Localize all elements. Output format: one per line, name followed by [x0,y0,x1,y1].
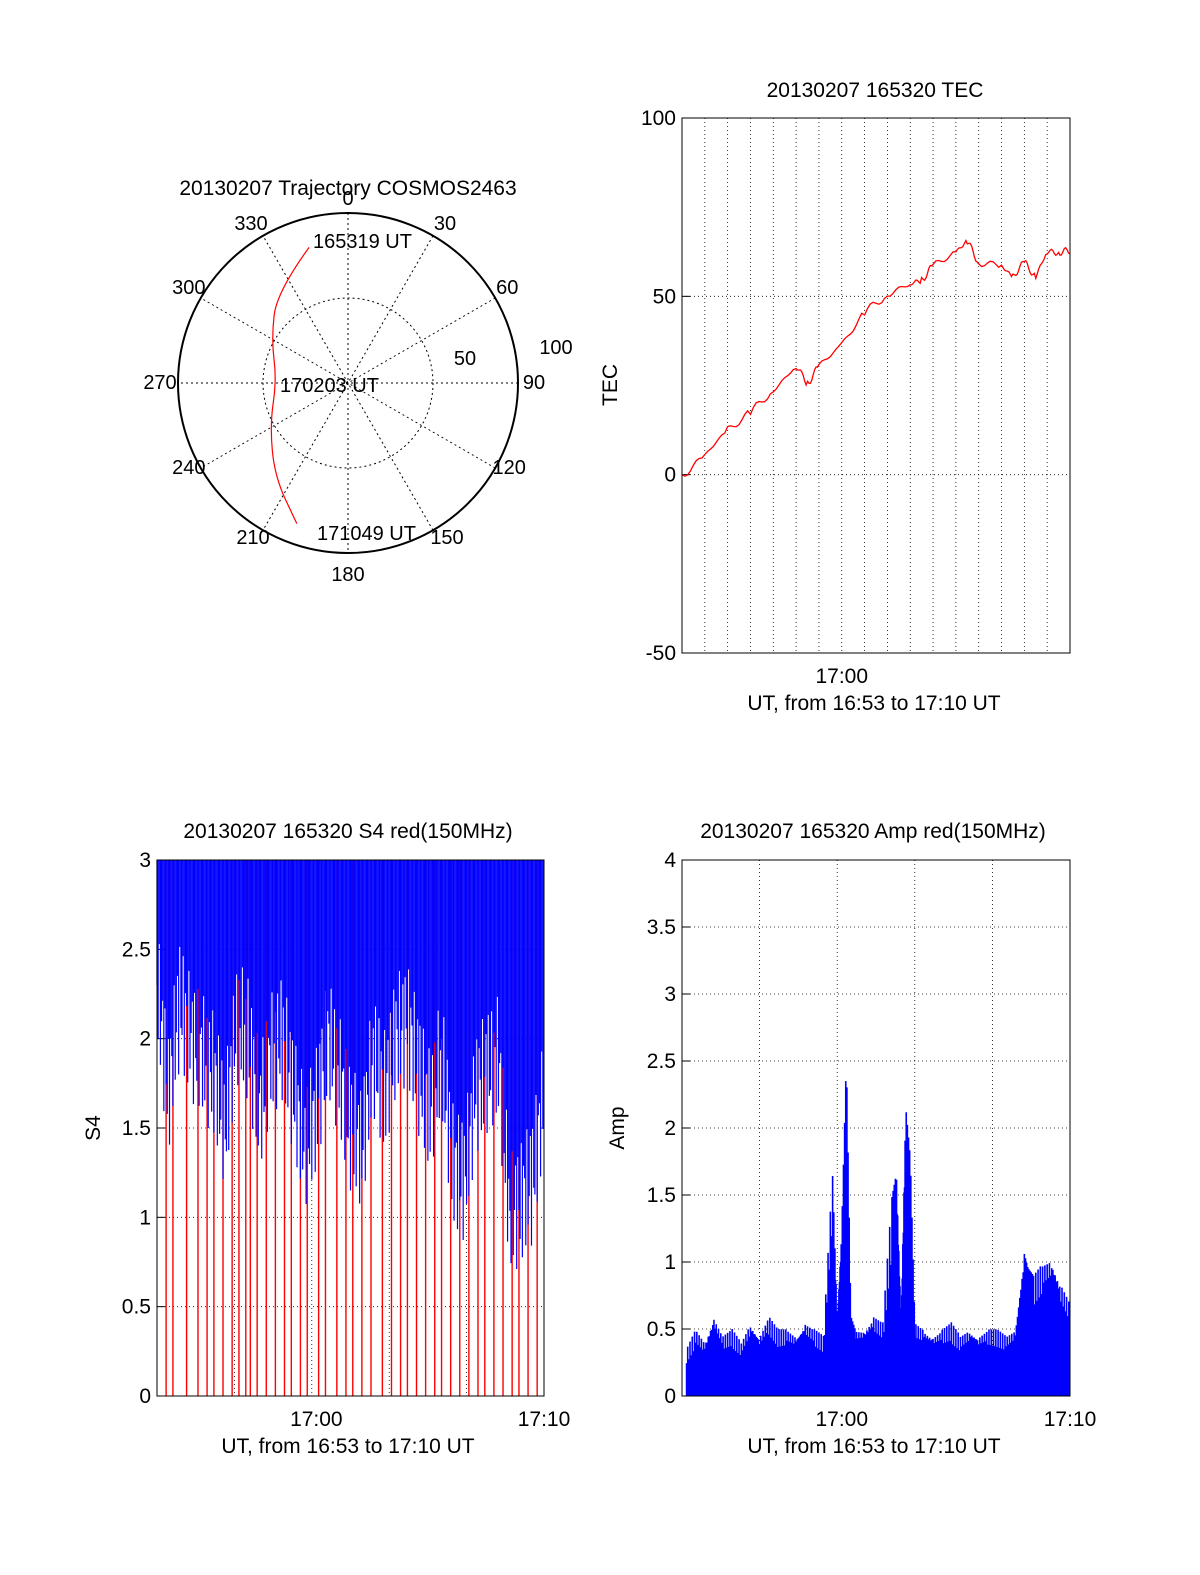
amp-x-tick-labels: 17:00 17:10 [815,1408,1096,1431]
y-tick-label: 2.5 [122,938,151,961]
s4-y-tick-labels: 0 0.5 1 1.5 2 2.5 3 [122,849,151,1408]
tec-x-tick-labels: 17:00 [815,665,868,688]
x-tick-label: 17:00 [815,665,868,688]
amp-x-axis-label: UT, from 16:53 to 17:10 UT [747,1435,1000,1458]
y-tick-label: 3 [139,849,151,872]
y-tick-label: 3 [664,983,676,1006]
s4-chart-title: 20130207 165320 S4 red(150MHz) [183,820,512,843]
y-tick-label: 50 [653,285,676,308]
y-tick-label: 1 [139,1206,151,1229]
polar-angle-labels: 0 30 60 90 120 150 180 210 240 270 300 330 [143,188,545,586]
polar-angle-label: 0 [342,188,353,210]
amp-y-tick-labels: 0 0.5 1 1.5 2 2.5 3 3.5 4 [647,849,677,1408]
polar-angle-label: 240 [172,457,205,479]
tec-chart: 20130207 165320 TEC 100 50 0 -50 17:00 UT, … [599,79,1071,715]
s4-chart: 20130207 165320 S4 red(150MHz) 0 0.5 1 1.5 2… [82,820,570,1458]
polar-angle-label: 30 [434,213,456,235]
amp-chart: 20130207 165320 Amp red(150MHz) 0 0.5 1 1.5… [606,820,1096,1458]
y-tick-label: 3.5 [647,916,676,939]
amp-chart-title: 20130207 165320 Amp red(150MHz) [700,820,1046,843]
polar-angle-label: 120 [493,457,526,479]
trajectory-line [270,247,310,524]
tec-y-tick-labels: 100 50 0 -50 [641,107,676,665]
tec-y-axis-label: TEC [599,364,622,406]
tec-chart-title: 20130207 165320 TEC [767,79,984,102]
polar-angle-label: 150 [430,527,463,549]
s4-x-tick-labels: 17:00 17:10 [290,1408,570,1431]
polar-angle-label: 90 [523,372,545,394]
polar-angle-label: 330 [234,213,267,235]
tec-x-axis-label: UT, from 16:53 to 17:10 UT [747,692,1000,715]
x-tick-label: 17:10 [1044,1408,1097,1431]
y-tick-label: 2.5 [647,1050,676,1073]
polar-angle-label: 270 [143,372,176,394]
polar-angle-label: 210 [236,527,269,549]
amp-y-axis-label: Amp [606,1106,629,1149]
trajectory-end-label: 171049 UT [317,523,416,545]
polar-radial-label-50: 50 [454,348,476,370]
y-tick-label: 2 [139,1028,151,1051]
tec-plot-frame [681,117,1071,654]
x-tick-label: 17:00 [290,1408,343,1431]
y-tick-label: 0.5 [122,1296,151,1319]
y-tick-label: 1.5 [122,1117,151,1140]
polar-angle-label: 300 [172,277,205,299]
s4-plot-frame [156,859,545,1397]
y-tick-label: 0 [139,1385,151,1408]
y-tick-label: -50 [646,642,676,665]
polar-grid [177,212,519,554]
x-tick-label: 17:00 [815,1408,868,1431]
tec-grid [682,117,1070,654]
s4-x-axis-label: UT, from 16:53 to 17:10 UT [221,1435,474,1458]
polar-radial-label-100: 100 [539,337,572,359]
y-tick-label: 1.5 [647,1184,676,1207]
amp-plot-frame [681,859,1071,1397]
y-tick-label: 0.5 [647,1318,676,1341]
trajectory-mid-label: 170203 UT [280,375,379,397]
y-tick-label: 1 [664,1251,676,1274]
y-tick-label: 2 [664,1117,676,1140]
polar-angle-label: 60 [496,277,518,299]
y-tick-label: 4 [664,849,676,872]
amp-blue-series [685,1081,1070,1396]
tec-series-line [681,238,1071,477]
trajectory-start-label: 165319 UT [313,231,412,253]
amp-grid [682,859,1070,1397]
y-tick-label: 0 [664,1385,676,1408]
y-tick-label: 0 [664,464,676,487]
x-tick-label: 17:10 [518,1408,571,1431]
s4-blue-series [156,860,544,1270]
polar-angle-label: 180 [331,564,364,586]
polar-trajectory-chart: 20130207 Trajectory COSMOS2463 0 30 60 90 12… [143,177,572,586]
s4-y-axis-label: S4 [82,1115,105,1141]
polar-chart-title: 20130207 Trajectory COSMOS2463 [179,177,516,200]
y-tick-label: 100 [641,107,676,130]
polar-spoke [262,235,434,531]
